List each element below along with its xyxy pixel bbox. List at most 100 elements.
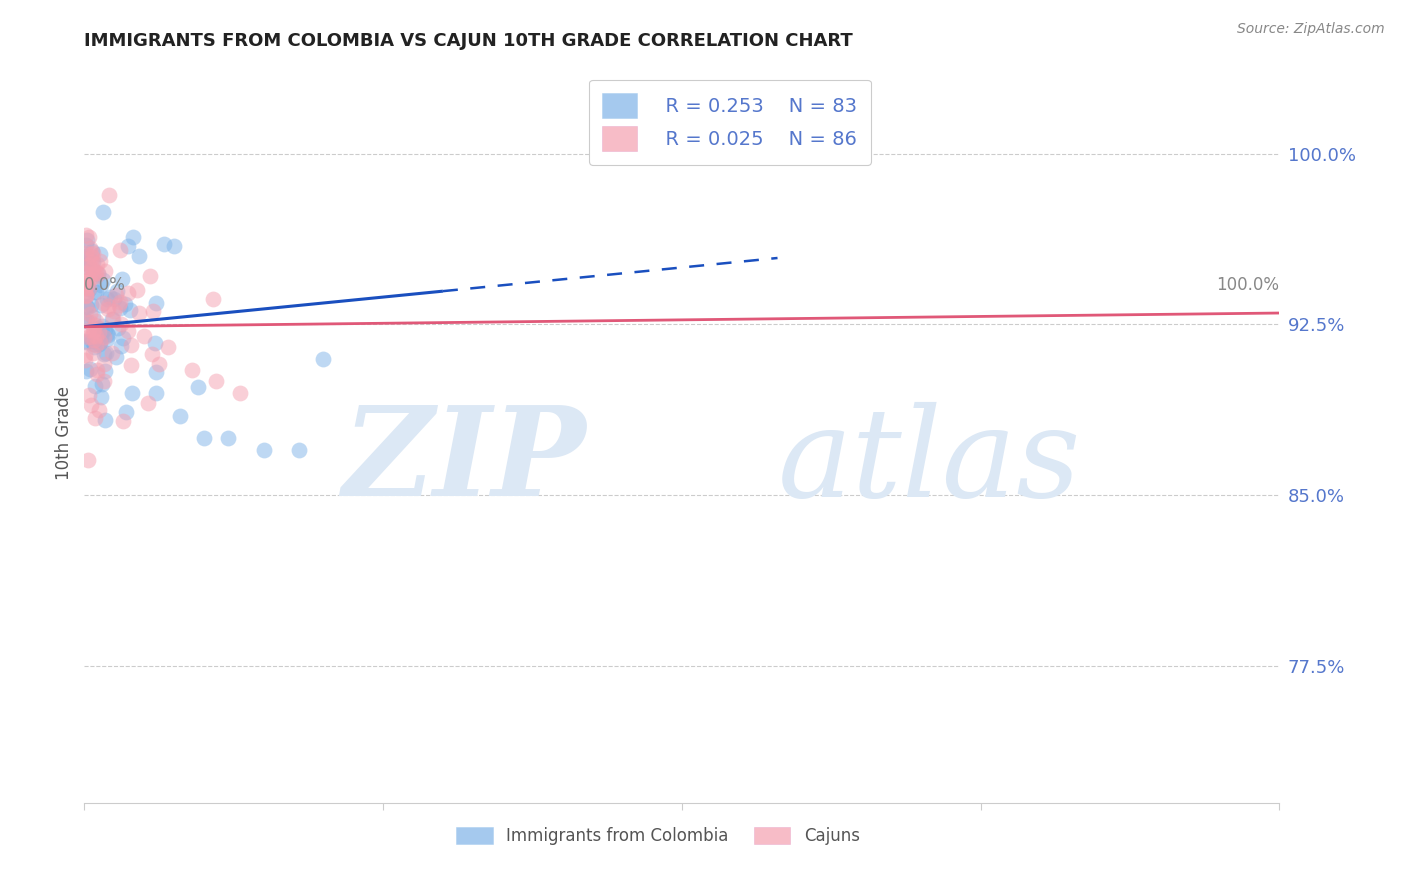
Point [89,335,111,350]
Point [86,257,108,271]
Text: ZIP: ZIP [343,401,586,523]
Point [108,297,131,311]
Point [96,292,118,306]
Point [96,332,118,346]
Point [80,398,103,412]
Point [76,300,98,314]
Point [114,405,136,419]
Point [77,388,100,402]
Point [93,374,115,388]
Point [132,328,156,343]
Point [75,266,97,280]
Point [75,288,97,302]
Point [75,249,97,263]
Point [73,281,96,295]
Point [94,263,117,277]
Point [83,337,105,351]
Point [117,286,139,301]
Point [97,301,120,316]
Point [76,273,98,287]
Point [93,347,115,361]
Point [75,289,97,303]
Point [87,337,110,351]
Point [77,453,100,467]
Point [84,410,107,425]
Point [80,254,103,268]
Point [128,305,150,319]
Point [288,442,311,457]
Point [76,260,98,274]
Point [202,292,225,306]
Point [76,302,98,317]
Point [82,325,104,339]
Point [90,277,112,292]
Point [111,272,134,286]
Point [148,357,170,371]
Point [98,187,121,202]
Text: atlas: atlas [778,401,1081,523]
Point [117,238,139,252]
Point [75,299,97,313]
Point [80,261,103,276]
Point [76,285,98,299]
Point [105,284,128,298]
Point [83,378,105,392]
Point [86,338,108,352]
Point [143,336,166,351]
Point [75,256,97,270]
Point [91,318,114,333]
Point [87,402,110,417]
Point [121,385,143,400]
Point [83,340,105,354]
Point [87,334,110,348]
Point [79,362,101,376]
Point [73,353,96,368]
Point [82,246,104,260]
Point [87,326,110,340]
Point [114,297,136,311]
Point [80,250,103,264]
Text: 100.0%: 100.0% [1216,277,1279,294]
Point [87,266,110,280]
Point [112,414,135,428]
Point [118,302,141,317]
Point [93,364,115,378]
Point [82,346,104,360]
Point [75,288,97,302]
Point [76,258,98,272]
Point [76,314,98,328]
Point [93,329,115,343]
Point [83,285,105,299]
Point [96,346,118,360]
Text: 0.0%: 0.0% [84,277,127,294]
Point [181,363,204,377]
Point [73,277,96,291]
Point [87,267,110,281]
Point [77,323,100,337]
Point [82,310,104,324]
Point [217,431,239,445]
Point [120,358,142,372]
Point [75,334,97,348]
Point [82,244,104,258]
Point [90,330,112,344]
Point [83,323,105,337]
Point [73,311,96,326]
Point [105,351,128,365]
Point [86,322,108,336]
Point [84,318,107,333]
Point [157,340,180,354]
Point [75,335,97,350]
Point [79,272,101,286]
Point [104,287,127,301]
Point [91,295,114,310]
Point [89,246,111,260]
Point [79,240,101,254]
Point [94,322,117,336]
Point [73,347,96,361]
Point [111,331,134,345]
Point [312,351,335,366]
Point [142,304,165,318]
Point [169,409,191,423]
Point [141,347,163,361]
